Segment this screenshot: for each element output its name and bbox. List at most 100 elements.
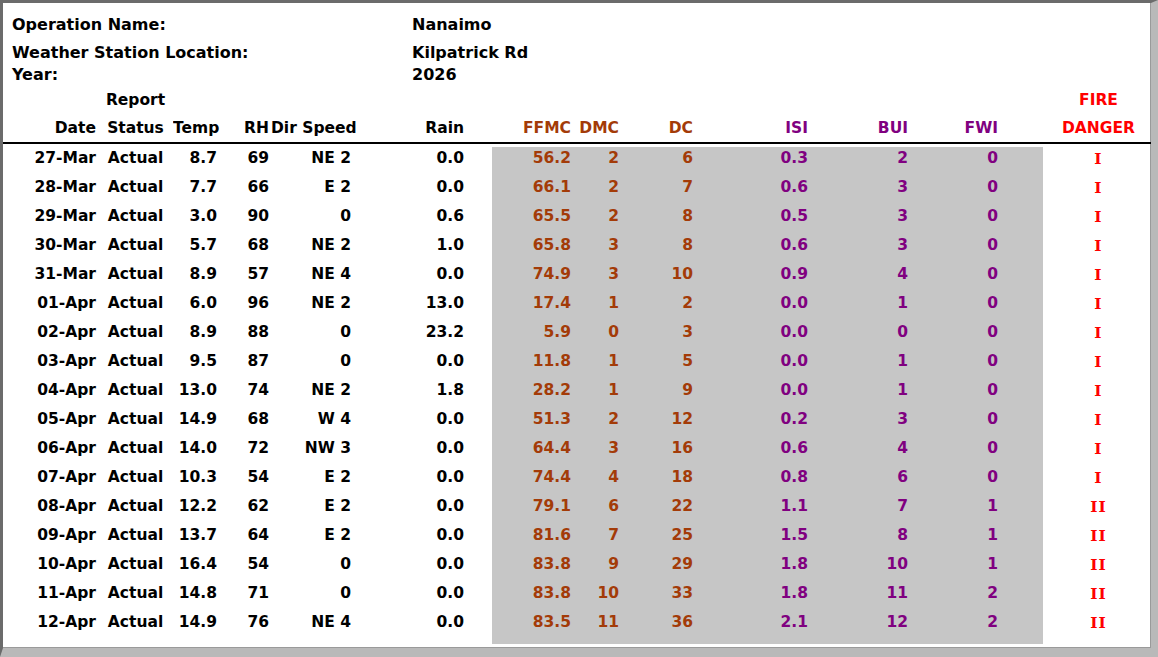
cell-fire-danger: II [1046,608,1151,637]
cell-fwi: 0 [915,463,1046,492]
cell-rh: 96 [221,289,271,318]
cell-bui: 1 [815,289,915,318]
cell-ffmc: 74.4 [466,463,578,492]
table-row: 08-AprActual12.262E 20.079.16221.171II [3,492,1151,521]
cell-rh: 71 [221,579,271,608]
station-location-value: Kilpatrick Rd [412,43,528,65]
cell-dc: 18 [628,463,700,492]
table-row: 01-AprActual6.096NE 213.017.4120.010I [3,289,1151,318]
cell-dir-speed: NE 4 [271,608,361,637]
table-row: 30-MarActual5.768NE 21.065.8380.630I [3,231,1151,260]
cell-dc: 2 [628,289,700,318]
column-header-bui: BUI [815,86,915,143]
cell-date: 08-Apr [3,492,98,521]
column-header-dir-speed: Dir Speed [271,86,361,143]
report-info-block: Operation Name: Nanaimo Weather Station … [3,3,1151,86]
cell-fire-danger: I [1046,289,1151,318]
cell-rain: 23.2 [361,318,466,347]
cell-temp: 14.9 [173,405,221,434]
cell-rain: 0.0 [361,434,466,463]
cell-ffmc: 65.5 [466,202,578,231]
cell-ffmc: 17.4 [466,289,578,318]
cell-bui: 0 [815,318,915,347]
cell-isi: 1.1 [700,492,815,521]
cell-rain: 1.8 [361,376,466,405]
cell-dmc: 6 [578,492,628,521]
cell-rain: 0.0 [361,463,466,492]
cell-fire-danger: II [1046,579,1151,608]
cell-temp: 14.8 [173,579,221,608]
cell-ffmc: 11.8 [466,347,578,376]
cell-date: 06-Apr [3,434,98,463]
operation-name-label: Operation Name: [12,15,412,43]
cell-temp: 14.0 [173,434,221,463]
cell-rh: 57 [221,260,271,289]
cell-dmc: 11 [578,608,628,637]
column-header-fire-danger: FIREDANGER [1046,86,1151,143]
cell-dir-speed: NE 4 [271,260,361,289]
cell-bui: 10 [815,550,915,579]
cell-bui: 7 [815,492,915,521]
cell-fwi: 1 [915,521,1046,550]
fire-weather-table: DateReportStatusTempRHDir SpeedRainFFMCD… [3,86,1151,637]
cell-fire-danger: II [1046,492,1151,521]
cell-fwi: 0 [915,376,1046,405]
cell-dir-speed: 0 [271,202,361,231]
cell-fire-danger: I [1046,347,1151,376]
cell-dmc: 2 [578,405,628,434]
cell-status: Actual [98,318,173,347]
cell-status: Actual [98,463,173,492]
cell-dir-speed: E 2 [271,463,361,492]
table-row: 29-MarActual3.09000.665.5280.530I [3,202,1151,231]
cell-ffmc: 83.8 [466,579,578,608]
table-row: 04-AprActual13.074NE 21.828.2190.010I [3,376,1151,405]
cell-fwi: 2 [915,608,1046,637]
cell-dc: 7 [628,173,700,202]
cell-dir-speed: E 2 [271,492,361,521]
cell-dc: 22 [628,492,700,521]
cell-fire-danger: I [1046,376,1151,405]
cell-isi: 0.0 [700,318,815,347]
cell-rh: 72 [221,434,271,463]
cell-dmc: 1 [578,289,628,318]
cell-ffmc: 65.8 [466,231,578,260]
cell-dmc: 3 [578,231,628,260]
cell-dc: 29 [628,550,700,579]
cell-dir-speed: NE 2 [271,143,361,173]
cell-bui: 3 [815,173,915,202]
cell-fire-danger: II [1046,550,1151,579]
cell-rain: 0.0 [361,173,466,202]
cell-isi: 0.0 [700,289,815,318]
column-header-isi: ISI [700,86,815,143]
cell-isi: 0.2 [700,405,815,434]
cell-temp: 8.7 [173,143,221,173]
cell-bui: 4 [815,434,915,463]
cell-ffmc: 74.9 [466,260,578,289]
cell-dmc: 10 [578,579,628,608]
cell-bui: 12 [815,608,915,637]
cell-rain: 0.0 [361,347,466,376]
cell-dir-speed: E 2 [271,173,361,202]
cell-dc: 8 [628,231,700,260]
cell-dc: 12 [628,405,700,434]
cell-fwi: 0 [915,318,1046,347]
cell-status: Actual [98,492,173,521]
cell-dir-speed: 0 [271,579,361,608]
column-header-rh: RH [221,86,271,143]
cell-rh: 62 [221,492,271,521]
cell-temp: 5.7 [173,231,221,260]
cell-fwi: 0 [915,143,1046,173]
cell-dmc: 2 [578,143,628,173]
cell-fire-danger: I [1046,463,1151,492]
cell-dir-speed: NW 3 [271,434,361,463]
cell-status: Actual [98,521,173,550]
cell-status: Actual [98,579,173,608]
cell-rh: 54 [221,463,271,492]
cell-dc: 8 [628,202,700,231]
cell-rain: 0.0 [361,143,466,173]
cell-date: 11-Apr [3,579,98,608]
cell-temp: 8.9 [173,318,221,347]
cell-bui: 2 [815,143,915,173]
cell-dc: 25 [628,521,700,550]
cell-isi: 0.5 [700,202,815,231]
